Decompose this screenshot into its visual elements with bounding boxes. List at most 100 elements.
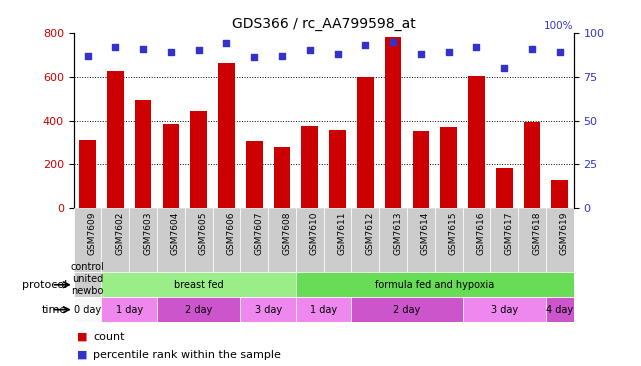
- Text: GSM7617: GSM7617: [504, 212, 513, 255]
- Text: GSM7614: GSM7614: [421, 212, 430, 255]
- Bar: [135, 100, 151, 208]
- Text: GSM7613: GSM7613: [393, 212, 402, 255]
- Point: [83, 53, 93, 59]
- Bar: [190, 111, 207, 208]
- Bar: [74, 208, 101, 272]
- Bar: [524, 122, 540, 208]
- Text: 1 day: 1 day: [116, 305, 143, 315]
- Bar: [107, 71, 124, 208]
- Bar: [329, 130, 346, 208]
- Point: [304, 48, 315, 53]
- Bar: [157, 297, 240, 322]
- Bar: [274, 147, 290, 208]
- Text: GSM7615: GSM7615: [449, 212, 458, 255]
- Text: GSM7619: GSM7619: [560, 212, 569, 255]
- Text: formula fed and hypoxia: formula fed and hypoxia: [375, 280, 494, 290]
- Bar: [468, 76, 485, 208]
- Text: GSM7607: GSM7607: [254, 212, 263, 255]
- Text: count: count: [93, 332, 124, 342]
- Bar: [296, 272, 574, 297]
- Text: GSM7618: GSM7618: [532, 212, 541, 255]
- Text: GSM7608: GSM7608: [282, 212, 291, 255]
- Text: 100%: 100%: [544, 21, 574, 31]
- Text: GSM7602: GSM7602: [115, 212, 124, 255]
- Text: breast fed: breast fed: [174, 280, 224, 290]
- Bar: [301, 126, 318, 208]
- Bar: [357, 77, 374, 208]
- Point: [360, 42, 370, 48]
- Text: ■: ■: [77, 350, 87, 360]
- Point: [249, 55, 260, 60]
- Bar: [129, 208, 157, 272]
- Bar: [546, 297, 574, 322]
- Bar: [351, 297, 463, 322]
- Bar: [407, 208, 435, 272]
- Text: 2 day: 2 day: [394, 305, 420, 315]
- Bar: [440, 127, 457, 208]
- Bar: [157, 208, 185, 272]
- Bar: [551, 180, 568, 208]
- Point: [166, 49, 176, 55]
- Text: time: time: [42, 305, 67, 315]
- Bar: [379, 208, 407, 272]
- Point: [138, 46, 148, 52]
- Bar: [351, 208, 379, 272]
- Point: [221, 41, 231, 46]
- Text: GSM7606: GSM7606: [226, 212, 235, 255]
- Bar: [413, 131, 429, 208]
- Text: protocol: protocol: [22, 280, 67, 290]
- Text: GSM7609: GSM7609: [88, 212, 97, 255]
- Text: ■: ■: [77, 332, 87, 342]
- Text: GSM7605: GSM7605: [199, 212, 208, 255]
- Text: control
united
newbo
rn: control united newbo rn: [71, 262, 104, 307]
- Text: 4 day: 4 day: [546, 305, 573, 315]
- Text: 0 day: 0 day: [74, 305, 101, 315]
- Text: 3 day: 3 day: [254, 305, 281, 315]
- Bar: [74, 272, 101, 297]
- Point: [388, 39, 398, 45]
- Bar: [246, 141, 263, 208]
- Text: 1 day: 1 day: [310, 305, 337, 315]
- Bar: [101, 297, 157, 322]
- Bar: [101, 272, 296, 297]
- Bar: [240, 297, 296, 322]
- Point: [444, 49, 454, 55]
- Text: GSM7611: GSM7611: [338, 212, 347, 255]
- Bar: [296, 297, 351, 322]
- Text: GSM7603: GSM7603: [143, 212, 152, 255]
- Point: [471, 44, 481, 50]
- Bar: [163, 124, 179, 208]
- Bar: [213, 208, 240, 272]
- Point: [333, 51, 343, 57]
- Point: [277, 53, 287, 59]
- Title: GDS366 / rc_AA799598_at: GDS366 / rc_AA799598_at: [232, 16, 415, 30]
- Bar: [324, 208, 351, 272]
- Text: 2 day: 2 day: [185, 305, 212, 315]
- Bar: [79, 140, 96, 208]
- Bar: [518, 208, 546, 272]
- Text: 3 day: 3 day: [491, 305, 518, 315]
- Bar: [490, 208, 518, 272]
- Point: [110, 44, 121, 50]
- Point: [554, 49, 565, 55]
- Bar: [218, 63, 235, 208]
- Text: GSM7612: GSM7612: [365, 212, 374, 255]
- Bar: [296, 208, 324, 272]
- Bar: [101, 208, 129, 272]
- Bar: [546, 208, 574, 272]
- Point: [194, 48, 204, 53]
- Text: GSM7610: GSM7610: [310, 212, 319, 255]
- Text: GSM7616: GSM7616: [476, 212, 485, 255]
- Text: GSM7604: GSM7604: [171, 212, 180, 255]
- Point: [527, 46, 537, 52]
- Bar: [240, 208, 268, 272]
- Point: [499, 65, 510, 71]
- Bar: [435, 208, 463, 272]
- Bar: [496, 168, 513, 208]
- Bar: [463, 208, 490, 272]
- Bar: [268, 208, 296, 272]
- Point: [416, 51, 426, 57]
- Text: percentile rank within the sample: percentile rank within the sample: [93, 350, 281, 360]
- Bar: [74, 297, 101, 322]
- Bar: [463, 297, 546, 322]
